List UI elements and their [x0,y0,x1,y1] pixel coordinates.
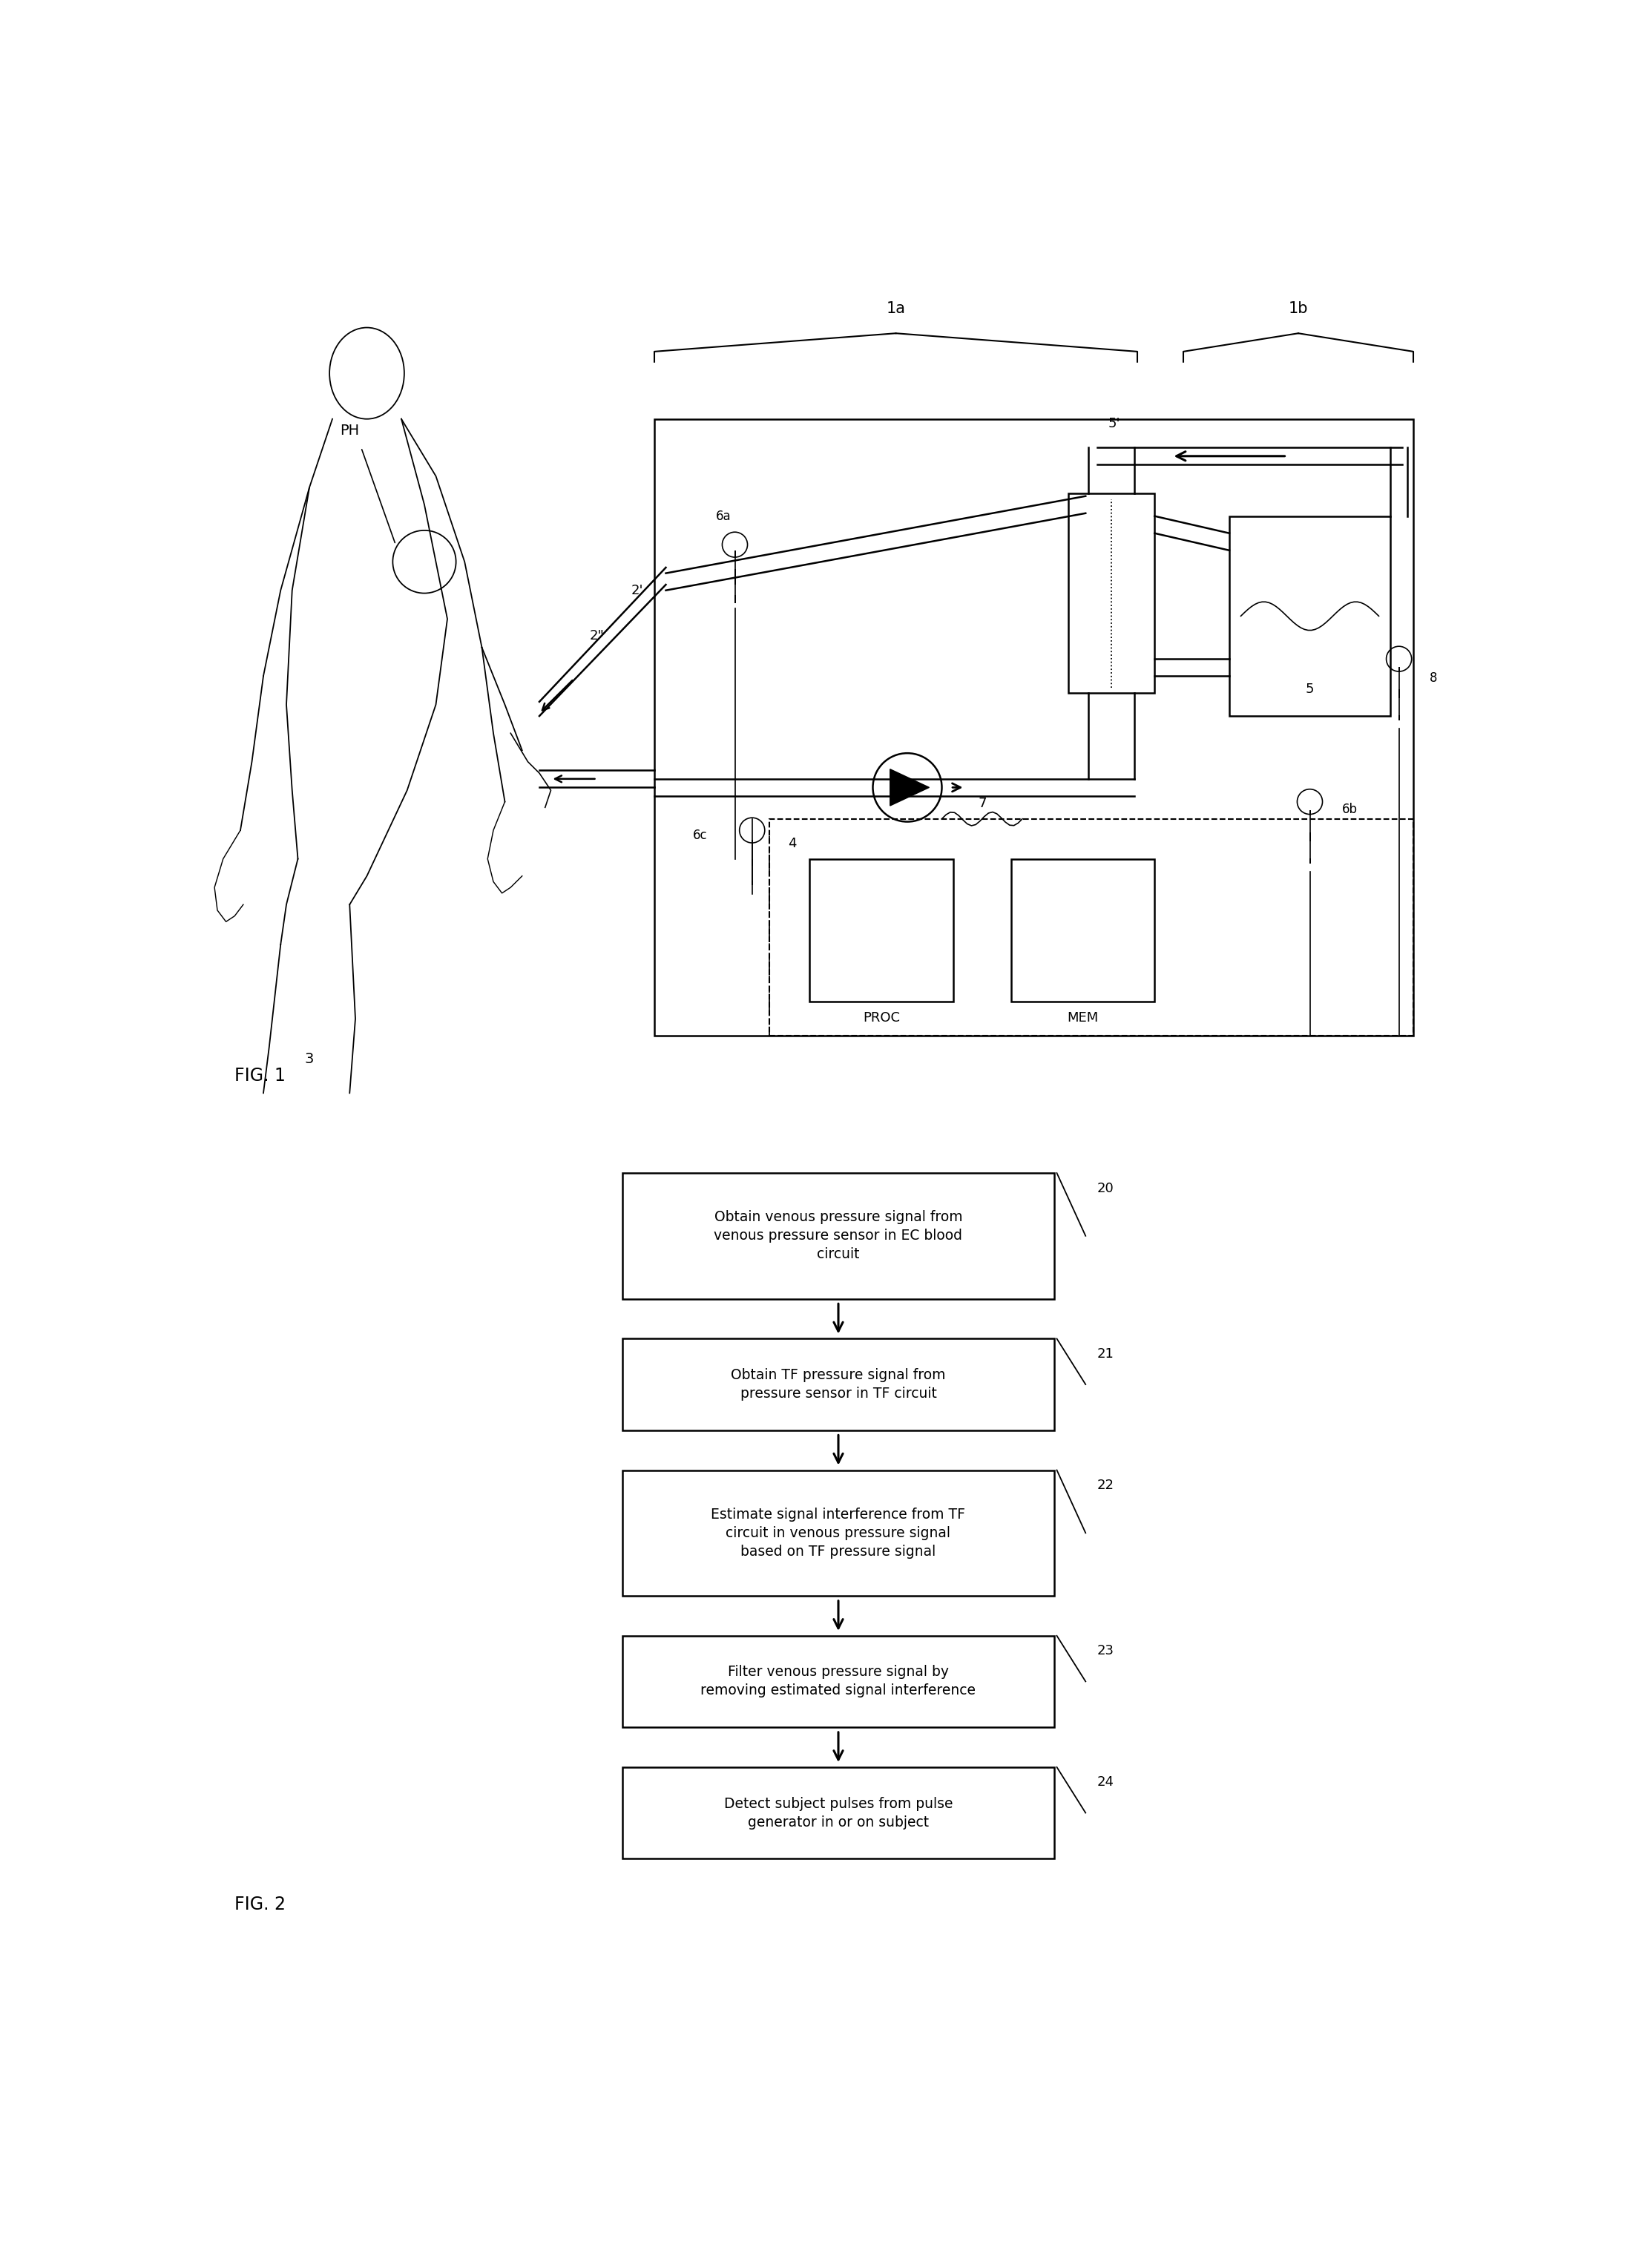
Bar [623,1470,1054,1597]
Text: 7: 7 [978,796,987,810]
Bar [623,1173,1054,1300]
Bar [623,1767,1054,1857]
Bar [623,1635,1054,1728]
Bar [810,860,954,1002]
Text: 5': 5' [1108,417,1120,431]
Bar [654,420,1413,1036]
Polygon shape [889,769,929,805]
Text: Detect subject pulses from pulse
generator in or on subject: Detect subject pulses from pulse generat… [725,1796,952,1830]
Text: FIG. 1: FIG. 1 [234,1066,285,1084]
Bar [623,1338,1054,1431]
Text: 4: 4 [787,837,797,850]
Text: Obtain TF pressure signal from
pressure sensor in TF circuit: Obtain TF pressure signal from pressure … [731,1368,945,1402]
Text: 5: 5 [1306,683,1314,696]
Text: Filter venous pressure signal by
removing estimated signal interference: Filter venous pressure signal by removin… [700,1665,977,1699]
Text: 21: 21 [1097,1347,1113,1361]
Text: 22: 22 [1097,1479,1113,1492]
Text: 3: 3 [305,1052,315,1066]
Text: 20: 20 [1097,1182,1113,1195]
Text: Obtain venous pressure signal from
venous pressure sensor in EC blood
circuit: Obtain venous pressure signal from venou… [715,1211,962,1261]
Text: 24: 24 [1097,1776,1113,1789]
Text: MEM: MEM [1067,1012,1099,1025]
Text: 6a: 6a [716,510,731,522]
Bar [1069,492,1155,694]
Bar [769,819,1413,1036]
Text: PH: PH [339,424,359,438]
Text: 8: 8 [1430,671,1438,685]
Text: 2": 2" [590,631,604,642]
Text: 23: 23 [1097,1644,1113,1658]
Text: 6c: 6c [693,828,708,841]
Text: FIG. 2: FIG. 2 [234,1896,287,1914]
Text: 6b: 6b [1342,803,1357,816]
Bar [1011,860,1155,1002]
Text: PROC: PROC [863,1012,899,1025]
Text: 2': 2' [631,583,644,596]
Text: Estimate signal interference from TF
circuit in venous pressure signal
based on : Estimate signal interference from TF cir… [712,1508,965,1558]
Text: 1b: 1b [1288,302,1308,315]
Text: 1a: 1a [886,302,906,315]
Bar [1229,517,1390,717]
